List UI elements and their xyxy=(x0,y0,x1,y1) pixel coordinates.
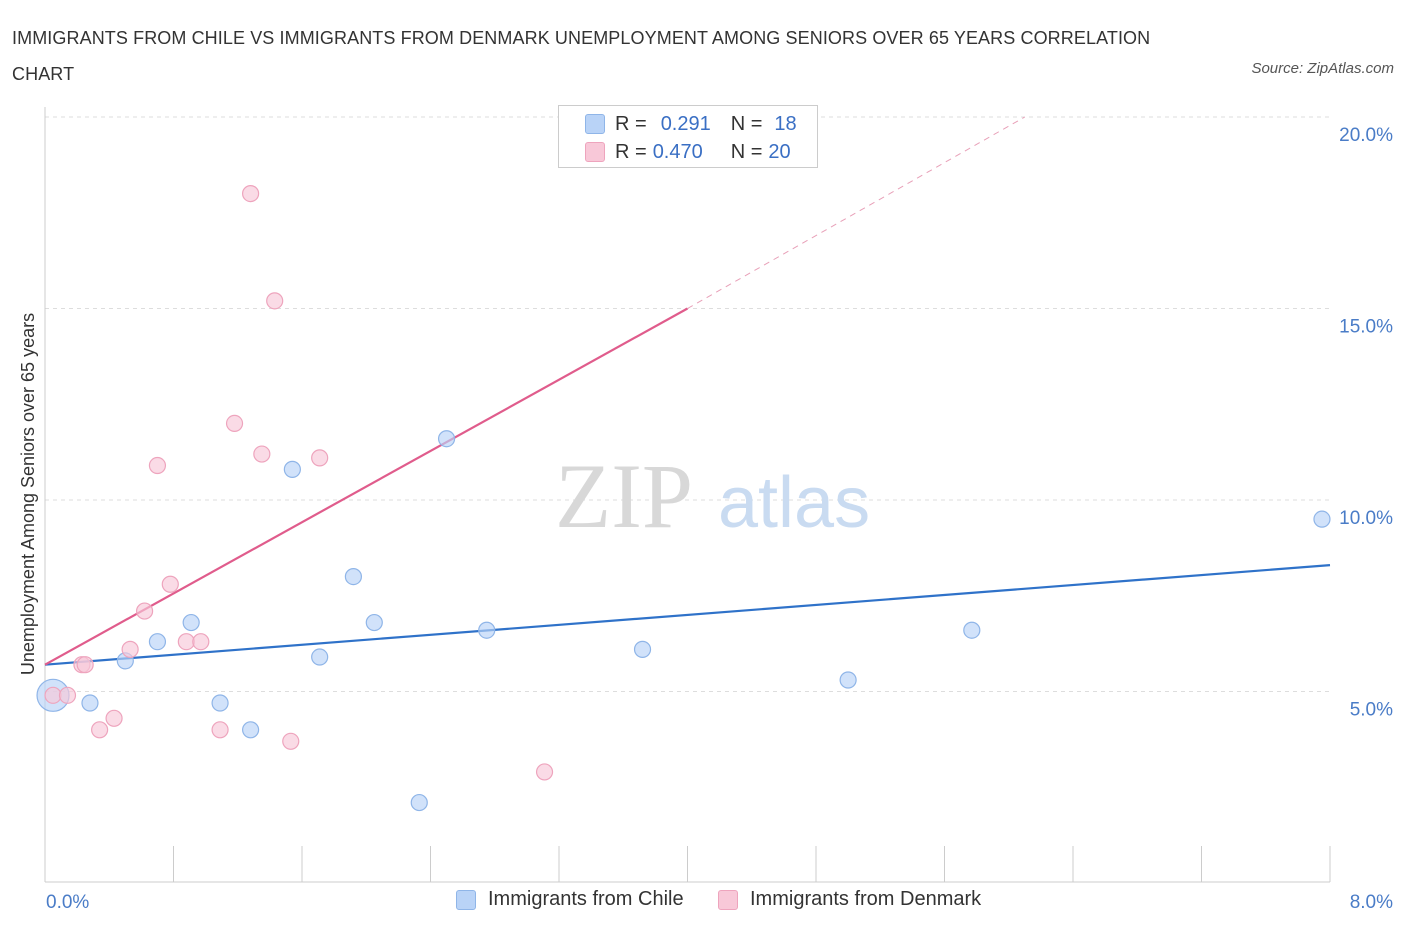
data-point-denmark xyxy=(282,732,300,750)
series-label-denmark: Immigrants from Denmark xyxy=(750,888,982,910)
correlation-legend: R = 0.291 N = 18 R = 0.470 N = 20 xyxy=(558,105,818,168)
data-point-chile xyxy=(963,621,981,639)
chart-title: IMMIGRANTS FROM CHILE VS IMMIGRANTS FROM… xyxy=(12,28,1151,84)
x-tick-label: 0.0% xyxy=(46,892,89,913)
data-point-chile xyxy=(311,648,329,666)
data-point-chile xyxy=(211,694,229,712)
data-point-denmark xyxy=(44,686,62,704)
data-point-denmark xyxy=(253,445,271,463)
legend-r-value-denmark: 0.470 xyxy=(652,140,703,163)
y-tick-label: 15.0% xyxy=(1339,317,1393,338)
data-point-denmark xyxy=(211,721,229,739)
data-point-chile xyxy=(1313,510,1331,528)
gridlines xyxy=(45,116,1330,692)
legend-n-value-denmark: 20 xyxy=(768,140,791,163)
data-point-chile xyxy=(410,793,428,812)
data-point-denmark xyxy=(311,449,329,467)
trend-line-denmark xyxy=(44,307,689,666)
data-point-denmark xyxy=(148,456,167,475)
data-point-denmark xyxy=(266,292,284,310)
source-label: Source: ZipAtlas.com xyxy=(1251,60,1394,77)
legend-r-label: R = xyxy=(615,112,647,135)
y-axis-label: Unemployment Among Seniors over 65 years xyxy=(18,313,38,675)
data-point-denmark xyxy=(242,185,260,203)
data-point-denmark xyxy=(535,763,554,781)
data-point-denmark xyxy=(121,640,139,658)
data-point-chile xyxy=(839,671,857,689)
data-point-chile xyxy=(283,460,301,478)
axes xyxy=(44,107,1331,883)
legend-n-value-chile: 18 xyxy=(774,112,797,135)
data-point-chile xyxy=(344,567,362,586)
series-label-chile: Immigrants from Chile xyxy=(488,888,684,910)
data-point-denmark xyxy=(161,575,179,593)
watermark-atlas: atlas xyxy=(718,463,870,543)
data-point-denmark xyxy=(91,721,109,739)
tick-labels: 5.0% 10.0% 15.0% 20.0% 0.0% 8.0% xyxy=(46,125,1393,913)
legend-r-value-chile: 0.291 xyxy=(660,112,711,135)
trend-line-denmark-extension xyxy=(687,116,1026,309)
series-legend-chile: Immigrants from Chile xyxy=(456,888,684,911)
watermark-zip: ZIP xyxy=(555,445,693,547)
legend-swatch-denmark xyxy=(585,142,605,162)
data-point-chile xyxy=(81,694,99,712)
series-swatch-denmark xyxy=(718,889,738,910)
legend-r-label: R = xyxy=(615,140,647,163)
data-point-chile xyxy=(182,613,200,632)
data-point-chile xyxy=(365,613,383,632)
x-tick-label: 8.0% xyxy=(1350,892,1393,913)
data-point-chile xyxy=(478,621,496,639)
data-point-denmark xyxy=(76,656,94,674)
legend-row-denmark: R = 0.470 N = 20 xyxy=(585,139,791,165)
data-point-denmark xyxy=(177,633,195,651)
data-point-denmark xyxy=(105,709,123,727)
data-point-chile xyxy=(242,721,260,739)
trend-line-chile xyxy=(44,564,1331,666)
y-tick-label: 20.0% xyxy=(1339,125,1393,146)
data-point-denmark xyxy=(192,633,210,651)
data-point-denmark xyxy=(135,602,154,620)
data-points xyxy=(36,185,1331,812)
legend-swatch-chile xyxy=(585,114,605,134)
data-point-chile xyxy=(437,430,456,448)
series-legend-denmark: Immigrants from Denmark xyxy=(718,888,981,911)
trend-lines xyxy=(44,116,1331,666)
y-tick-label: 5.0% xyxy=(1350,700,1393,721)
legend-n-label: N = xyxy=(730,140,763,163)
legend-row-chile: R = 0.291 N = 18 xyxy=(585,111,797,137)
series-swatch-chile xyxy=(456,889,476,910)
y-tick-label: 10.0% xyxy=(1339,508,1393,529)
data-point-chile xyxy=(148,633,167,651)
series-legend: Immigrants from Chile Immigrants from De… xyxy=(0,888,1406,916)
legend-n-label: N = xyxy=(730,112,763,135)
data-point-denmark xyxy=(58,686,77,704)
data-point-denmark xyxy=(225,414,244,432)
data-point-chile xyxy=(633,640,652,658)
